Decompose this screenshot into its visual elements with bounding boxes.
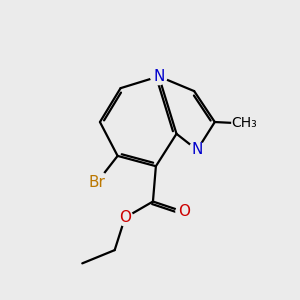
- Text: Br: Br: [88, 175, 105, 190]
- Text: O: O: [119, 210, 131, 225]
- Circle shape: [232, 111, 256, 136]
- Circle shape: [189, 142, 206, 158]
- Circle shape: [176, 204, 192, 220]
- Circle shape: [117, 210, 133, 226]
- Circle shape: [86, 171, 108, 194]
- Text: N: N: [191, 142, 203, 158]
- Text: CH₃: CH₃: [231, 116, 257, 130]
- Circle shape: [151, 68, 167, 85]
- Text: N: N: [153, 69, 164, 84]
- Text: O: O: [178, 204, 190, 219]
